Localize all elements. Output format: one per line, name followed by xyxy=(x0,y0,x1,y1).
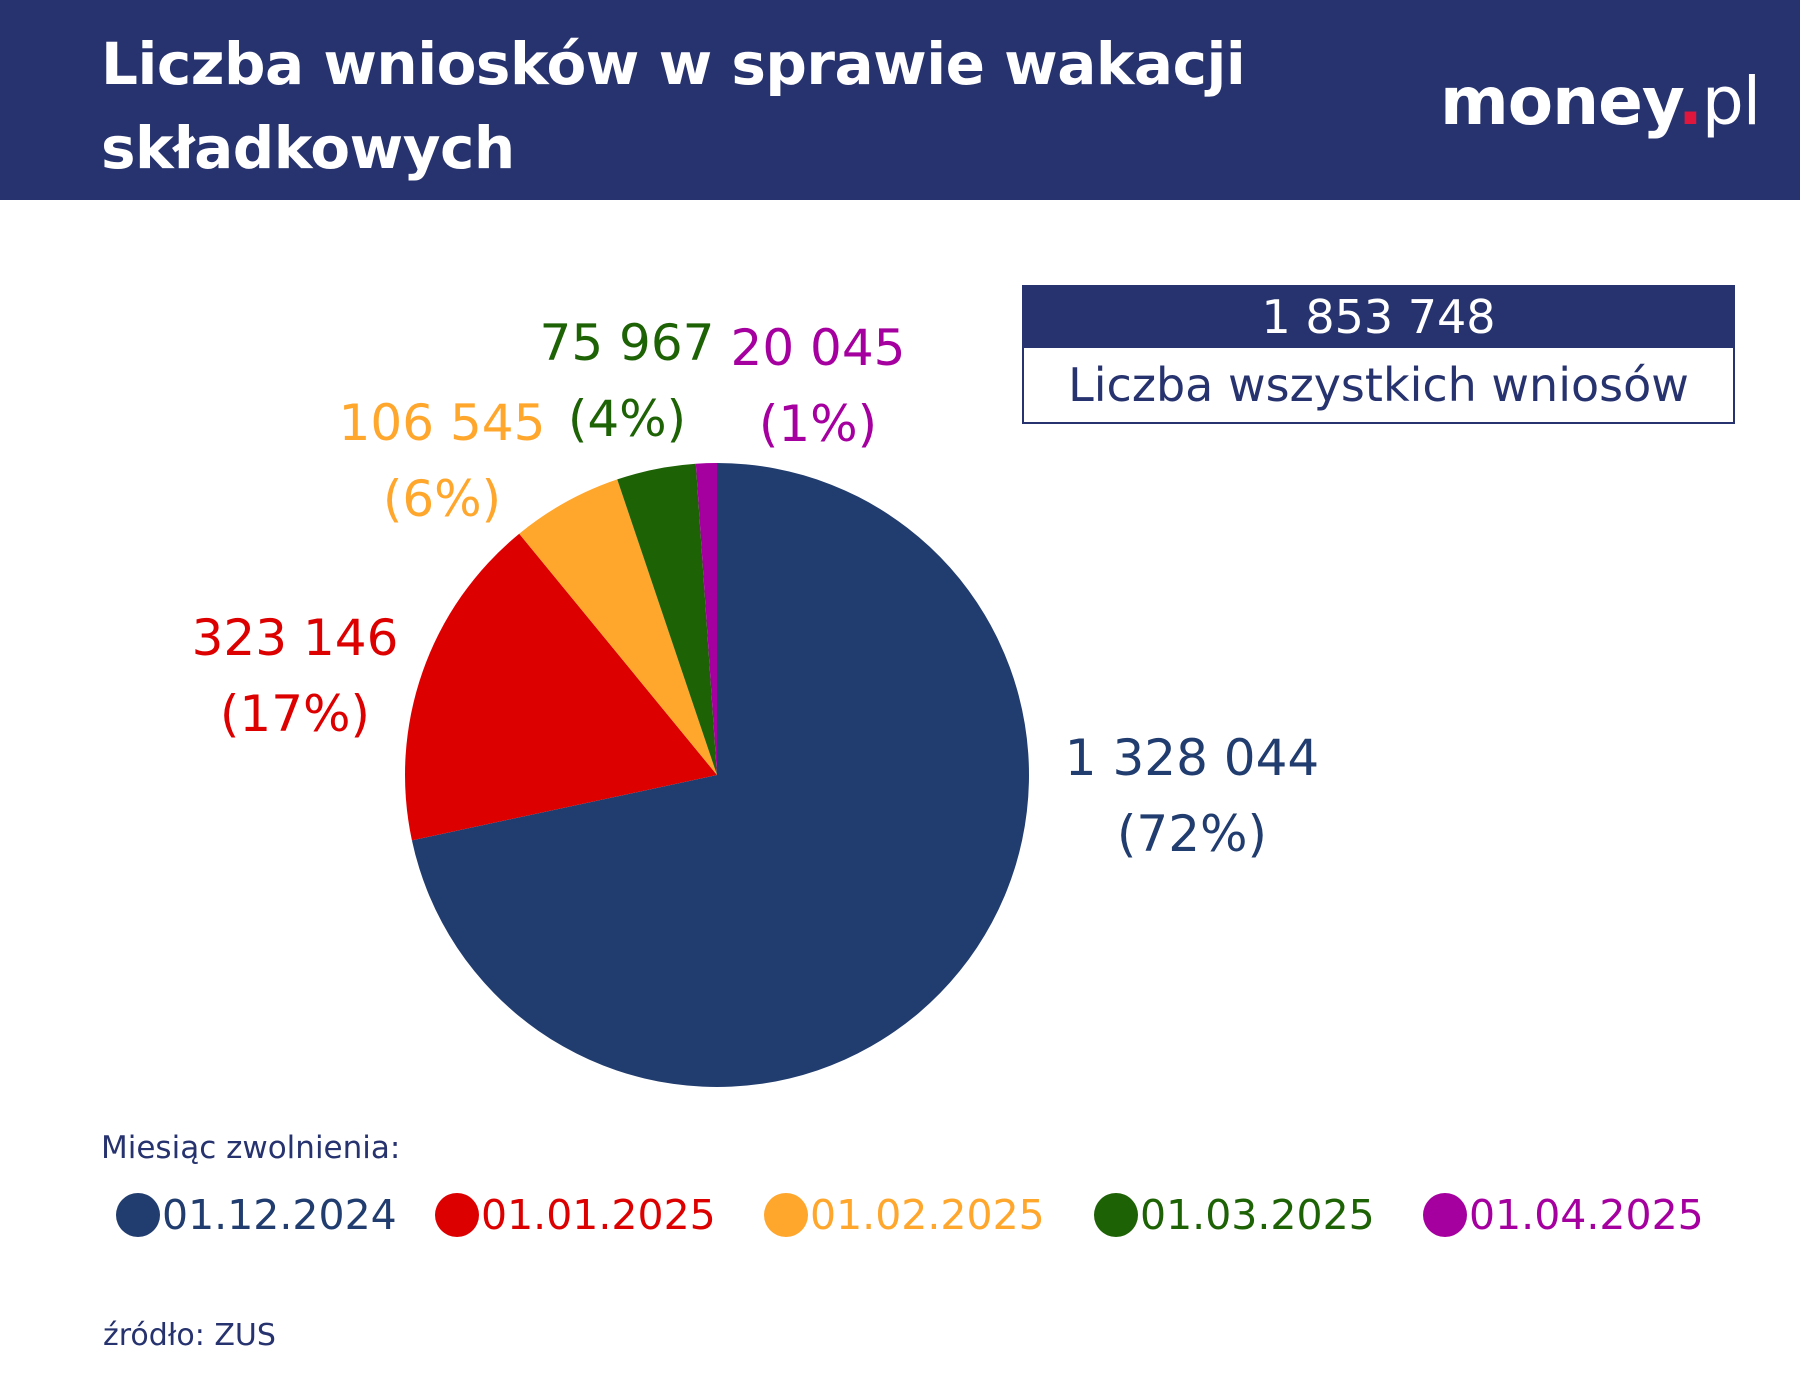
data-label: 20 045 (1%) xyxy=(731,310,906,462)
legend: 01.12.2024 01.01.2025 01.02.2025 01.03.2025… xyxy=(0,1190,1800,1240)
source-note: źródło: ZUS xyxy=(103,1318,276,1353)
legend-marker xyxy=(1423,1193,1467,1237)
page-title: Liczba wniosków w sprawie wakacji składk… xyxy=(101,30,1246,182)
money-pl-logo: money.pl xyxy=(1440,63,1761,140)
legend-label: 01.01.2025 xyxy=(481,1191,716,1239)
percent-label: (1%) xyxy=(758,395,878,453)
legend-label: 01.04.2025 xyxy=(1469,1191,1704,1239)
legend-label: 01.03.2025 xyxy=(1140,1191,1375,1239)
data-label: 1 328 044 (72%) xyxy=(1065,720,1319,872)
legend-item: 01.03.2025 xyxy=(1094,1190,1375,1240)
value-label: 323 146 xyxy=(191,609,399,667)
pie-slice-01.02.2025 xyxy=(519,479,717,775)
value-label: 106 545 xyxy=(338,394,546,452)
pie-slice-01.03.2025 xyxy=(617,463,717,775)
legend-marker xyxy=(116,1193,160,1237)
legend-marker xyxy=(764,1193,808,1237)
value-label: 75 967 xyxy=(539,314,715,372)
total-box: 1 853 748 Liczba wszystkich wniosów xyxy=(1022,285,1735,424)
legend-item: 01.02.2025 xyxy=(764,1190,1045,1240)
value-label: 1 328 044 xyxy=(1064,729,1320,787)
data-label: 106 545 (6%) xyxy=(339,385,546,537)
legend-marker xyxy=(1094,1193,1138,1237)
legend-label: 01.02.2025 xyxy=(810,1191,1045,1239)
percent-label: (6%) xyxy=(382,470,502,528)
legend-label: 01.12.2024 xyxy=(162,1191,397,1239)
legend-item: 01.04.2025 xyxy=(1423,1190,1704,1240)
pie-slice-01.12.2024 xyxy=(411,463,1029,1087)
legend-marker xyxy=(435,1193,479,1237)
total-label: Liczba wszystkich wniosów xyxy=(1068,358,1689,412)
percent-label: (17%) xyxy=(219,685,371,743)
header: Liczba wniosków w sprawie wakacji składk… xyxy=(0,0,1800,200)
total-value: 1 853 748 xyxy=(1024,287,1733,348)
data-label: 75 967 (4%) xyxy=(540,305,715,457)
legend-title: Miesiąc zwolnienia: xyxy=(101,1130,401,1166)
pie-slice-01.04.2025 xyxy=(695,463,717,775)
legend-item: 01.01.2025 xyxy=(435,1190,716,1240)
value-label: 20 045 xyxy=(730,319,906,377)
data-label: 323 146 (17%) xyxy=(192,600,399,752)
pie-slice-01.01.2025 xyxy=(405,533,717,841)
percent-label: (72%) xyxy=(1116,805,1268,863)
percent-label: (4%) xyxy=(567,390,687,448)
legend-item: 01.12.2024 xyxy=(116,1190,397,1240)
